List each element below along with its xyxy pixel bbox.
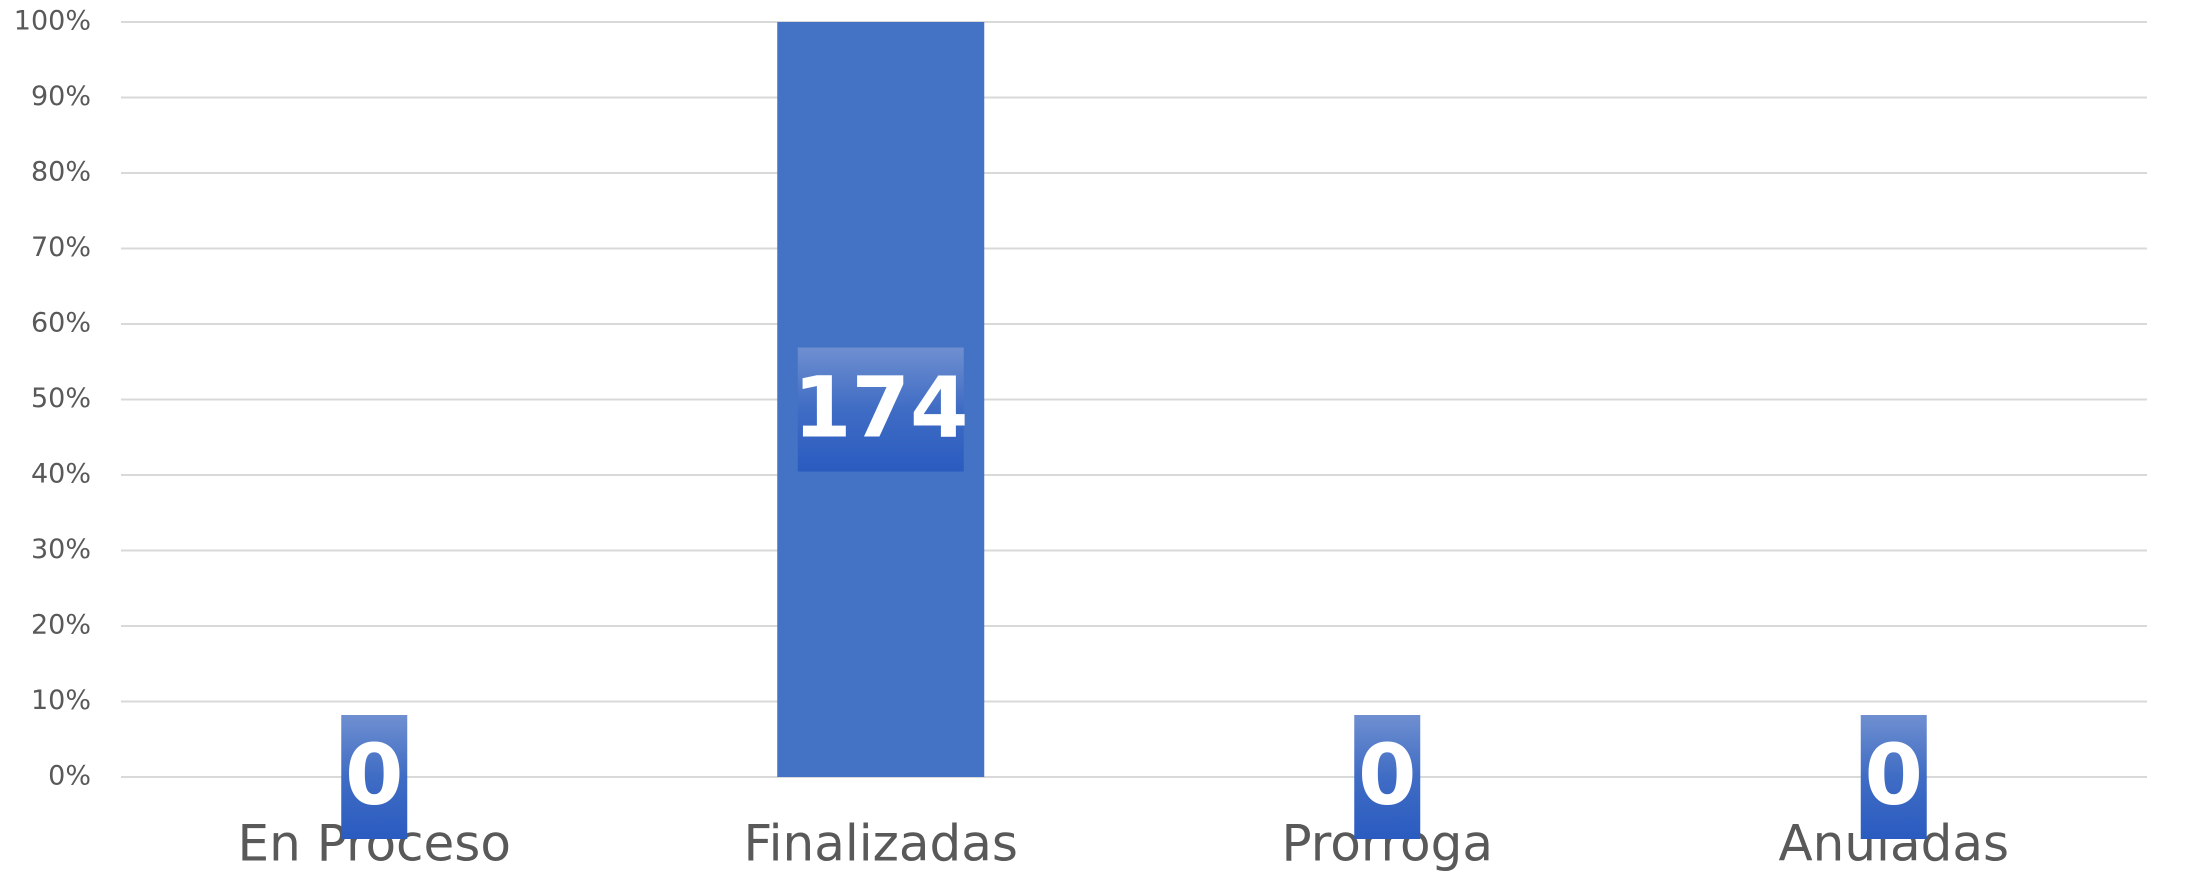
y-tick-label: 40% <box>31 459 91 490</box>
y-tick-label: 50% <box>31 383 91 414</box>
x-tick-label: Finalizadas <box>744 815 1018 873</box>
y-tick-label: 100% <box>14 6 91 37</box>
y-tick-label: 90% <box>31 81 91 112</box>
y-tick-label: 60% <box>31 308 91 339</box>
y-tick-label: 20% <box>31 610 91 641</box>
y-tick-label: 30% <box>31 534 91 565</box>
data-label: 0 <box>1358 726 1416 824</box>
y-tick-label: 70% <box>31 232 91 263</box>
data-label: 0 <box>345 726 403 824</box>
y-tick-label: 10% <box>31 685 91 716</box>
data-label-box <box>341 715 408 839</box>
data-label-box <box>797 347 964 472</box>
data-label-box <box>1860 715 1927 839</box>
y-tick-label: 80% <box>31 157 91 188</box>
y-tick-label: 0% <box>48 761 91 792</box>
data-label: 0 <box>1865 726 1923 824</box>
data-label: 174 <box>793 358 968 456</box>
data-label-box <box>1354 715 1421 839</box>
